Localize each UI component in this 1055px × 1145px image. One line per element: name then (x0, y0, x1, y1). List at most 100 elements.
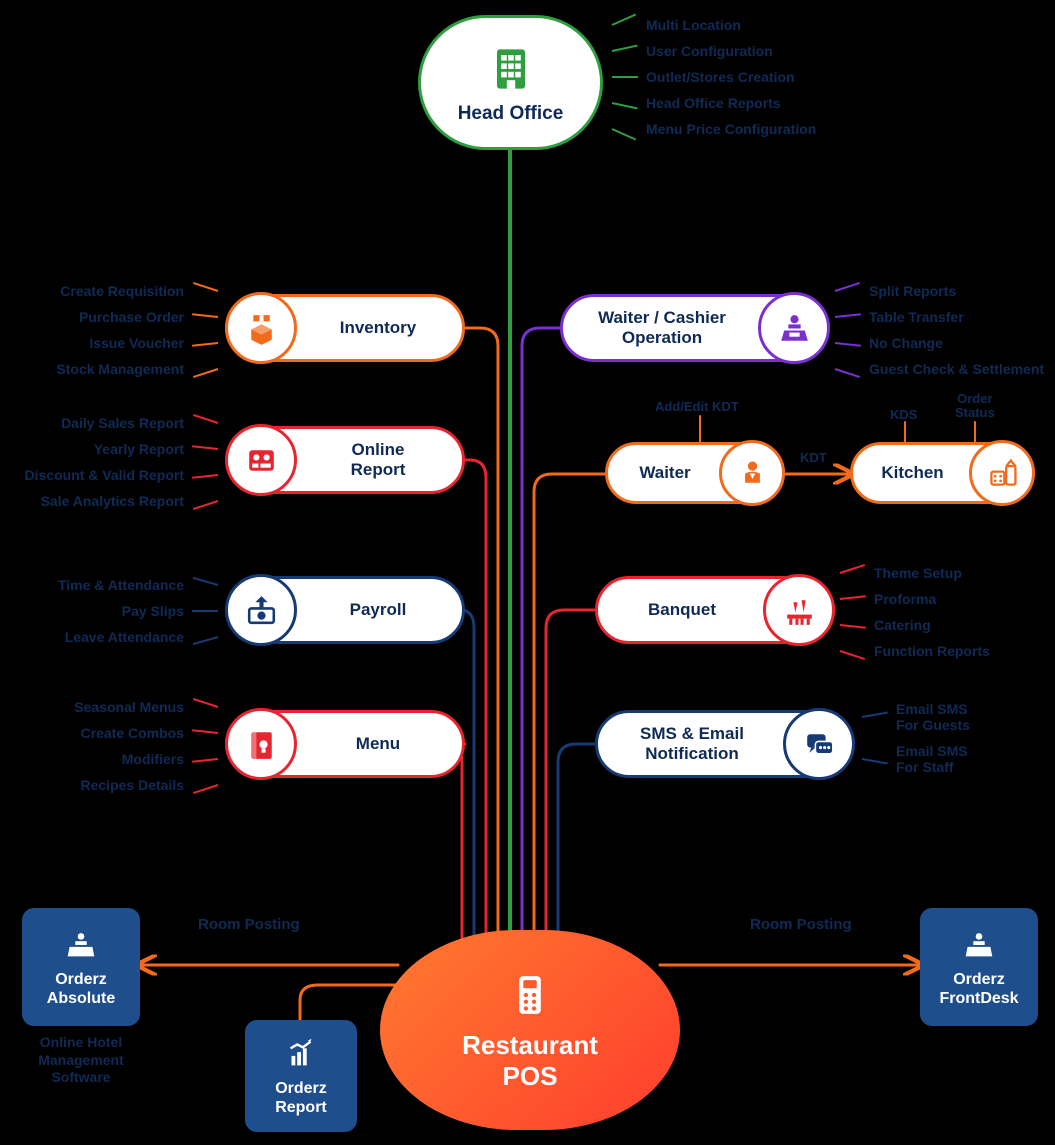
module-payroll: Payroll (225, 576, 465, 644)
feature-list: Daily Sales Report Yearly Report Discount … (2, 410, 218, 514)
menu-book-icon (225, 708, 297, 780)
feature-item: Modifiers (40, 746, 218, 772)
feature-item: Head Office Reports (612, 90, 816, 116)
card-title: OrderzReport (275, 1079, 327, 1117)
module-label: Banquet (598, 600, 766, 620)
leader-tick (192, 445, 218, 450)
feature-item-label: Recipes Details (81, 777, 185, 793)
module-online-report: OnlineReport (225, 426, 465, 494)
module-label: Waiter (608, 463, 722, 483)
module-label: Payroll (294, 600, 462, 620)
feature-item: Daily Sales Report (2, 410, 218, 436)
feature-item: Multi Location (612, 12, 816, 38)
feature-item-label: Split Reports (869, 283, 956, 299)
feature-item: Leave Attendance (28, 624, 218, 650)
feature-item-label: Time & Attendance (58, 577, 184, 593)
feature-item-label: Function Reports (874, 643, 990, 659)
feature-item-label: Daily Sales Report (61, 415, 184, 431)
edge-label: Room Posting (198, 916, 300, 933)
feature-item: Function Reports (840, 638, 1040, 664)
feature-item: No Change (835, 330, 1055, 356)
leader-tick (193, 784, 218, 794)
feature-item-label: Head Office Reports (646, 95, 781, 111)
head-office-title: Head Office (458, 103, 564, 125)
feature-item-label: Modifiers (122, 751, 184, 767)
leader-tick (193, 500, 218, 510)
leader-tick (193, 577, 219, 586)
feature-item-label: Discount & Valid Report (25, 467, 184, 483)
leader-tick (835, 282, 860, 292)
module-waiter-cashier: Waiter / CashierOperation (560, 294, 830, 362)
feature-item: Outlet/Stores Creation (612, 64, 816, 90)
arrow-label-kdt: KDT (800, 450, 827, 465)
dashboard-icon (225, 424, 297, 496)
feature-item: User Configuration (612, 38, 816, 64)
module-waiter: Waiter (605, 442, 785, 504)
feature-item: Discount & Valid Report (2, 462, 218, 488)
feature-item-label: Seasonal Menus (74, 699, 184, 715)
leader-tick (862, 712, 888, 718)
module-sms-email: SMS & EmailNotification (595, 710, 855, 778)
leader-tick (193, 282, 218, 292)
feature-item: Proforma (840, 586, 1040, 612)
module-inventory: Inventory (225, 294, 465, 362)
feature-item-label: Yearly Report (94, 441, 184, 457)
feature-item-label: Leave Attendance (65, 629, 184, 645)
card-orderz-frontdesk: OrderzFrontDesk (920, 908, 1038, 1026)
feature-item-label: Menu Price Configuration (646, 121, 816, 137)
feature-list: Seasonal Menus Create Combos Modifiers Reci… (40, 694, 218, 798)
chat-icon (783, 708, 855, 780)
module-label: Menu (294, 734, 462, 754)
feature-item-label: Pay Slips (122, 603, 184, 619)
feature-item: Create Combos (40, 720, 218, 746)
feature-item: Guest Check & Settlement (835, 356, 1055, 382)
feature-item-label: Create Combos (81, 725, 184, 741)
card-title: OrderzAbsolute (47, 970, 115, 1008)
module-label: OnlineReport (294, 440, 462, 479)
leader-tick (835, 368, 860, 378)
feature-item: Yearly Report (2, 436, 218, 462)
leader-tick (612, 76, 638, 78)
feature-item-label: Multi Location (646, 17, 741, 33)
module-menu: Menu (225, 710, 465, 778)
feature-list: Split Reports Table Transfer No Change Gues… (835, 278, 1055, 382)
leader-tick (612, 102, 638, 109)
feature-item: Email SMSFor Guests (862, 696, 1042, 738)
module-label: Inventory (294, 318, 462, 338)
feature-item: Sale Analytics Report (2, 488, 218, 514)
leader-tick (835, 342, 861, 347)
feature-item-label: Email SMSFor Guests (896, 701, 970, 733)
feature-item-label: Table Transfer (869, 309, 964, 325)
card-orderz-absolute: OrderzAbsolute (22, 908, 140, 1026)
feature-list: Time & Attendance Pay Slips Leave Attendan… (28, 572, 218, 650)
feature-item: Table Transfer (835, 304, 1055, 330)
kitchen-icon (969, 440, 1035, 506)
feature-item-label: Outlet/Stores Creation (646, 69, 795, 85)
mini-label-kitchen_top2: OrderStatus (955, 392, 995, 421)
feature-item: Email SMSFor Staff (862, 738, 1042, 780)
feature-item: Pay Slips (28, 598, 218, 624)
leader-tick (840, 595, 866, 600)
cash-up-icon (225, 574, 297, 646)
leader-tick (840, 650, 865, 660)
feature-item-label: Guest Check & Settlement (869, 361, 1044, 377)
banquet-icon (763, 574, 835, 646)
module-head-office: Head Office (418, 15, 603, 150)
pos-title: RestaurantPOS (462, 1030, 598, 1092)
box-icon (225, 292, 297, 364)
leader-tick (193, 414, 218, 424)
feature-item: Seasonal Menus (40, 694, 218, 720)
card-title: OrderzFrontDesk (939, 970, 1018, 1008)
feature-item-label: Email SMSFor Staff (896, 743, 968, 775)
feature-item: Theme Setup (840, 560, 1040, 586)
feature-item-label: Proforma (874, 591, 936, 607)
cashier-icon (758, 292, 830, 364)
leader-tick (862, 758, 888, 764)
leader-tick (192, 313, 218, 318)
feature-item: Purchase Order (22, 304, 218, 330)
feature-item-label: Theme Setup (874, 565, 962, 581)
leader-tick (840, 564, 865, 574)
feature-item: Time & Attendance (28, 572, 218, 598)
feature-list: Email SMSFor Guests Email SMSFor Staff (862, 696, 1042, 780)
card-caption: Online HotelManagementSoftware (22, 1034, 140, 1087)
